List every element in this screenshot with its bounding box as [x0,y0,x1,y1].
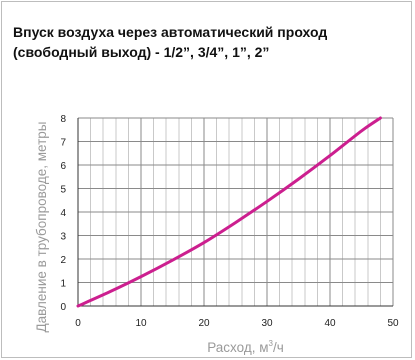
x-axis-label-main: Расход, м [207,340,268,355]
chart-tick-labels: 0 10 20 30 40 50 0 1 2 3 4 5 6 7 8 [60,114,399,329]
chart-title-line-1: Впуск воздуха через автоматический прохо… [13,24,328,40]
y-axis-label: Давление в трубопроводе, метры [34,122,49,333]
y-tick-label: 4 [60,208,66,219]
chart-title: Впуск воздуха через автоматический прохо… [13,22,405,62]
y-tick-label: 6 [60,161,66,172]
y-tick-label: 2 [60,255,66,266]
x-tick-label: 50 [387,318,399,329]
x-tick-label: 20 [198,318,210,329]
x-axis-label-tail: /ч [273,340,284,355]
x-tick-label: 10 [135,318,147,329]
y-tick-label: 5 [60,185,66,196]
y-tick-label: 7 [60,138,66,149]
x-axis-label: Расход, м3/ч [207,339,284,355]
y-tick-label: 8 [60,114,66,125]
chart-title-line-2: (свободный выход) - 1/2”, 3/4”, 1”, 2” [13,44,270,60]
x-tick-label: 30 [261,318,273,329]
chart-grid [77,117,394,307]
pressure-curve [76,116,382,308]
x-tick-label: 40 [324,318,336,329]
x-axis-label-sup: 3 [269,339,274,348]
y-tick-label: 3 [60,232,66,243]
y-tick-label: 0 [60,302,66,313]
y-tick-label: 1 [60,279,66,290]
x-tick-label: 0 [75,318,81,329]
